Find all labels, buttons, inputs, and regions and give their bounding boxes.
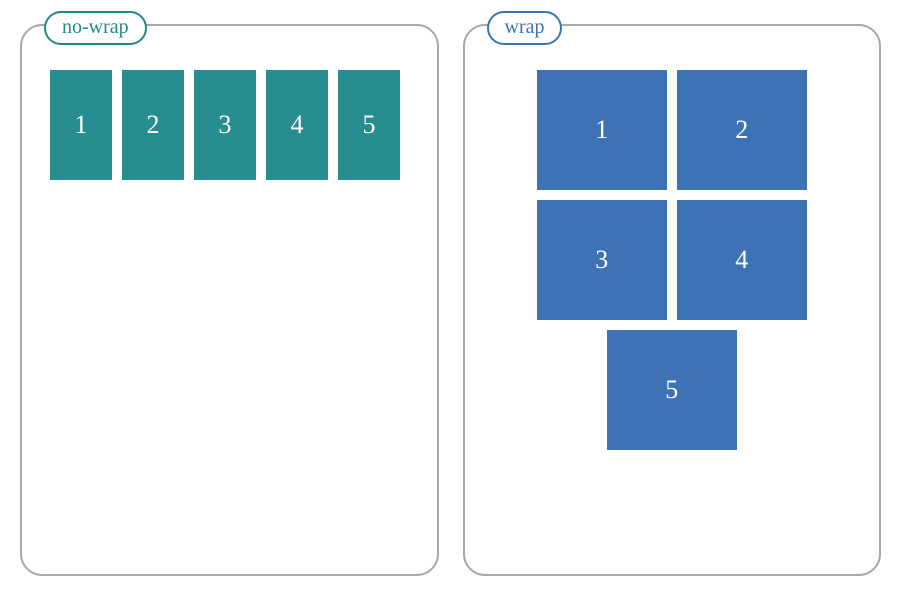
flex-item: 5 [338, 70, 400, 180]
flex-item: 5 [607, 330, 737, 450]
flex-item: 4 [677, 200, 807, 320]
flex-item: 3 [537, 200, 667, 320]
panel-label-wrap: wrap [487, 11, 563, 45]
items-container-no-wrap: 1 2 3 4 5 [50, 70, 409, 180]
flex-item: 4 [266, 70, 328, 180]
flex-item: 1 [537, 70, 667, 190]
flex-item: 1 [50, 70, 112, 180]
flex-item: 2 [122, 70, 184, 180]
panel-wrap: wrap 1 2 3 4 5 [463, 24, 882, 576]
items-container-wrap: 1 2 3 4 5 [493, 70, 852, 450]
flex-item: 2 [677, 70, 807, 190]
panel-no-wrap: no-wrap 1 2 3 4 5 [20, 24, 439, 576]
flex-item: 3 [194, 70, 256, 180]
panel-label-no-wrap: no-wrap [44, 11, 147, 45]
